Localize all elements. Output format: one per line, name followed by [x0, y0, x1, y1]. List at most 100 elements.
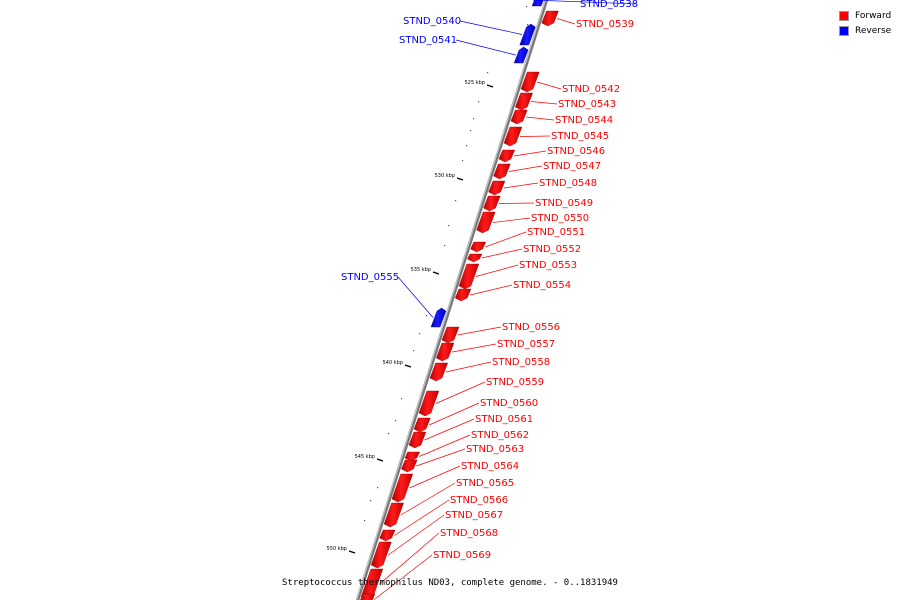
gene-label-stnd-0542[interactable]: STND_0542 [562, 84, 620, 95]
gene-label-stnd-0562[interactable]: STND_0562 [471, 430, 529, 441]
tick-label: 530 kbp [435, 173, 455, 179]
tick-mark [486, 84, 494, 88]
tick-label: 545 kbp [355, 454, 375, 460]
leader-line [481, 248, 523, 259]
gene-block-stnd-0542[interactable] [520, 71, 540, 93]
background-dot [401, 398, 403, 400]
gene-block-stnd-0543[interactable] [515, 92, 533, 111]
legend-label-reverse: Reverse [855, 25, 892, 36]
gene-label-stnd-0560[interactable]: STND_0560 [480, 398, 538, 409]
background-dot [470, 130, 472, 132]
leader-line [498, 202, 535, 204]
leader-line [537, 81, 562, 90]
gene-block-stnd-0540[interactable] [519, 23, 536, 46]
gene-block-stnd-0539[interactable] [541, 10, 559, 27]
gene-block-stnd-0553[interactable] [458, 263, 480, 290]
gene-label-stnd-0564[interactable]: STND_0564 [461, 461, 519, 472]
gene-block-stnd-0554[interactable] [454, 288, 472, 302]
gene-label-stnd-0563[interactable]: STND_0563 [466, 444, 524, 455]
gene-label-stnd-0543[interactable]: STND_0543 [558, 99, 616, 110]
gene-block-stnd-0565[interactable] [383, 502, 404, 528]
gene-block-stnd-0548[interactable] [488, 180, 506, 196]
gene-label-stnd-0546[interactable]: STND_0546 [547, 146, 605, 157]
background-dot [462, 160, 464, 162]
gene-block-stnd-0546[interactable] [498, 149, 516, 163]
gene-label-stnd-0547[interactable]: STND_0547 [543, 161, 601, 172]
gene-block-stnd-0561[interactable] [408, 431, 427, 449]
gene-label-stnd-0549[interactable]: STND_0549 [535, 198, 593, 209]
gene-label-stnd-0552[interactable]: STND_0552 [523, 244, 581, 255]
gene-label-stnd-0559[interactable]: STND_0559 [486, 377, 544, 388]
gene-block-stnd-0560[interactable] [413, 417, 431, 433]
gene-label-stnd-0556[interactable]: STND_0556 [502, 322, 560, 333]
background-dot [395, 420, 397, 422]
gene-block-stnd-0564[interactable] [391, 473, 414, 503]
gene-block-stnd-0567[interactable] [370, 541, 392, 569]
gene-block-stnd-0551[interactable] [470, 241, 487, 253]
gene-label-stnd-0538[interactable]: STND_0538 [580, 0, 638, 10]
gene-label-stnd-0548[interactable]: STND_0548 [539, 178, 597, 189]
gene-block-stnd-0566[interactable] [379, 529, 396, 542]
gene-block-stnd-0550[interactable] [476, 211, 496, 234]
gene-block-stnd-0569[interactable] [360, 593, 376, 600]
tick-label: 540 kbp [383, 360, 403, 366]
reverse-swatch [839, 25, 849, 36]
gene-block-stnd-0552[interactable] [467, 253, 483, 263]
gene-block-stnd-0556[interactable] [441, 326, 460, 344]
gene-label-stnd-0567[interactable]: STND_0567 [445, 510, 503, 521]
gene-label-stnd-0557[interactable]: STND_0557 [497, 339, 555, 350]
leader-line [513, 150, 547, 157]
label-layer: STND_0538 STND_0539 STND_0540 STND_0541 STND… [341, 0, 638, 600]
leader-line [519, 135, 551, 137]
gene-label-stnd-0555[interactable]: STND_0555 [341, 272, 399, 283]
gene-block-stnd-0544[interactable] [510, 109, 528, 125]
background-dot [466, 145, 468, 147]
tick-label: 550 kbp [327, 546, 347, 552]
gene-block-stnd-0558[interactable] [429, 362, 448, 382]
legend-label-forward: Forward [855, 10, 892, 21]
gene-label-stnd-0540[interactable]: STND_0540 [403, 16, 461, 27]
leader-line [469, 284, 513, 296]
leader-line [378, 532, 440, 585]
gene-label-stnd-0550[interactable]: STND_0550 [531, 213, 589, 224]
gene-block-stnd-0555[interactable] [430, 307, 447, 328]
leader-line [459, 20, 523, 35]
leader-line [429, 402, 480, 426]
tick-mark [432, 271, 440, 275]
gene-label-stnd-0569[interactable]: STND_0569 [433, 550, 491, 561]
gene-label-stnd-0541[interactable]: STND_0541 [399, 35, 457, 46]
gene-label-stnd-0553[interactable]: STND_0553 [519, 260, 577, 271]
gene-label-stnd-0539[interactable]: STND_0539 [576, 19, 634, 30]
gene-label-stnd-0544[interactable]: STND_0544 [555, 115, 613, 126]
leader-line [457, 326, 502, 336]
gene-block-stnd-0559[interactable] [418, 390, 440, 417]
tick-mark [376, 458, 384, 462]
gene-block-stnd-0557[interactable] [436, 342, 455, 362]
gene-block-stnd-0547[interactable] [493, 163, 511, 180]
background-dot [426, 315, 428, 317]
leader-line [475, 264, 519, 277]
gene-block-stnd-0563[interactable] [401, 459, 418, 473]
gene-block-stnd-0562[interactable] [404, 451, 420, 462]
background-dot [377, 487, 379, 489]
gene-label-stnd-0566[interactable]: STND_0566 [450, 495, 508, 506]
genome-caption: Streptococcus thermophilus ND03, complet… [282, 578, 618, 588]
gene-label-stnd-0545[interactable]: STND_0545 [551, 131, 609, 142]
gene-label-stnd-0565[interactable]: STND_0565 [456, 478, 514, 489]
gene-block-stnd-0549[interactable] [483, 195, 501, 212]
gene-label-stnd-0568[interactable]: STND_0568 [440, 528, 498, 539]
gene-block-stnd-0541[interactable] [513, 46, 529, 64]
gene-block-stnd-0538[interactable] [531, 0, 545, 7]
background-dot [478, 101, 480, 103]
leader-line [394, 499, 450, 536]
background-dot [419, 333, 421, 335]
background-dot [455, 200, 457, 202]
gene-label-stnd-0554[interactable]: STND_0554 [513, 280, 571, 291]
genome-backbone-highlight [356, 0, 546, 600]
background-dot [370, 500, 372, 502]
gene-label-stnd-0551[interactable]: STND_0551 [527, 227, 585, 238]
gene-label-stnd-0558[interactable]: STND_0558 [492, 357, 550, 368]
gene-label-stnd-0561[interactable]: STND_0561 [475, 414, 533, 425]
leader-line [424, 418, 475, 441]
gene-block-stnd-0545[interactable] [503, 126, 523, 147]
